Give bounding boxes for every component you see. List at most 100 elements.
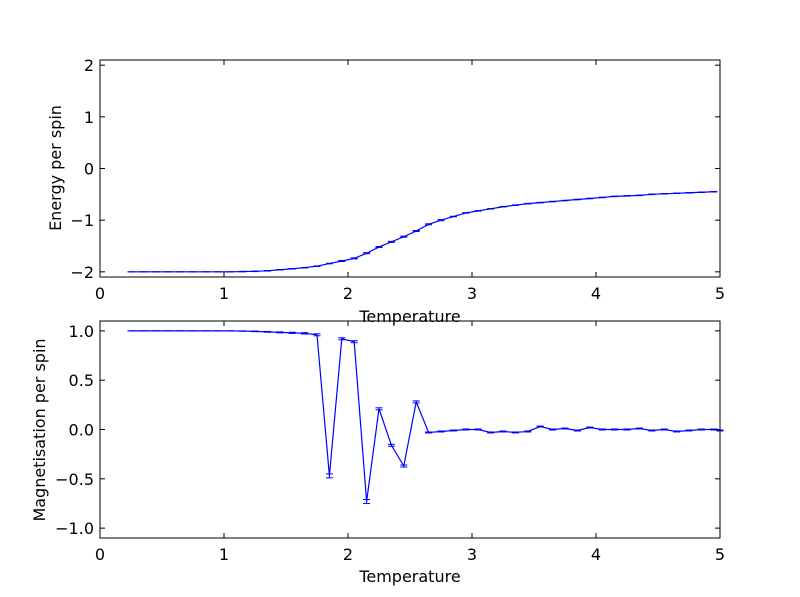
magnetisation-error-bar bbox=[635, 427, 643, 430]
magnetisation-error-bar bbox=[251, 330, 259, 333]
magnetisation-x-tick-label: 1 bbox=[219, 545, 229, 564]
energy-y-tick-label: 1 bbox=[84, 108, 94, 127]
energy-error-bar bbox=[611, 195, 619, 198]
energy-error-bar bbox=[412, 230, 420, 233]
magnetisation-x-tick-label: 2 bbox=[343, 545, 353, 564]
energy-y-axis-label: Energy per spin bbox=[46, 105, 65, 231]
magnetisation-error-bar bbox=[363, 499, 371, 504]
magnetisation-error-bar bbox=[276, 331, 284, 334]
energy-error-bar bbox=[387, 240, 395, 243]
magnetisation-plot: 0 1 2 3 4 5 −1.0 −0.5 0.0 0.5 1.0 Temperature Mag… bbox=[30, 320, 725, 586]
energy-error-bar bbox=[474, 210, 482, 212]
energy-error-bar bbox=[276, 269, 284, 271]
magnetisation-error-bar bbox=[325, 473, 333, 479]
magnetisation-error-bar bbox=[487, 431, 495, 434]
magnetisation-error-bar bbox=[400, 464, 408, 468]
energy-x-tick-label: 4 bbox=[591, 284, 601, 303]
energy-y-tick-label: 0 bbox=[84, 160, 94, 179]
magnetisation-error-bars bbox=[127, 330, 724, 504]
magnetisation-error-bar bbox=[673, 430, 681, 433]
energy-error-bar bbox=[400, 235, 408, 238]
energy-error-bar bbox=[301, 266, 309, 269]
magnetisation-x-ticks: 0 1 2 3 4 5 bbox=[95, 321, 725, 564]
magnetisation-x-tick-label: 0 bbox=[95, 545, 105, 564]
magnetisation-error-bar bbox=[425, 431, 433, 434]
energy-axes-frame bbox=[99, 59, 721, 278]
magnetisation-error-bar bbox=[437, 430, 445, 433]
magnetisation-x-axis-label: Temperature bbox=[358, 567, 460, 586]
magnetisation-error-bar bbox=[561, 427, 569, 430]
energy-x-tick-label: 3 bbox=[467, 284, 477, 303]
energy-error-bar bbox=[375, 246, 383, 249]
energy-x-axis-label: Temperature bbox=[358, 307, 460, 326]
energy-error-bar bbox=[549, 200, 557, 203]
energy-error-bar bbox=[586, 197, 594, 200]
energy-error-bar bbox=[251, 270, 259, 273]
magnetisation-error-bar bbox=[462, 428, 470, 431]
magnetisation-error-bar bbox=[263, 330, 271, 333]
energy-y-tick-label: 2 bbox=[84, 56, 94, 75]
magnetisation-error-bar bbox=[387, 443, 395, 447]
magnetisation-error-bar bbox=[350, 340, 358, 344]
magnetisation-y-tick-label: −0.5 bbox=[55, 470, 94, 489]
energy-error-bar bbox=[425, 223, 433, 226]
magnetisation-y-tick-label: 1.0 bbox=[69, 322, 94, 341]
energy-error-bar bbox=[239, 270, 247, 273]
energy-error-bar bbox=[350, 257, 358, 260]
energy-error-bar bbox=[363, 252, 371, 255]
energy-error-bar bbox=[325, 262, 333, 265]
magnetisation-error-bar bbox=[338, 337, 346, 341]
energy-error-bar bbox=[487, 208, 495, 210]
energy-x-tick-label: 2 bbox=[343, 284, 353, 303]
energy-error-bars bbox=[127, 190, 718, 273]
energy-error-bar bbox=[511, 204, 519, 206]
magnetisation-y-tick-label: 0.5 bbox=[69, 371, 94, 390]
magnetisation-error-bar bbox=[598, 428, 606, 431]
energy-error-bar bbox=[536, 201, 544, 204]
energy-y-tick-label: −1 bbox=[70, 211, 94, 230]
energy-error-bar bbox=[449, 215, 457, 218]
energy-error-bar bbox=[635, 194, 643, 197]
magnetisation-x-tick-label: 5 bbox=[715, 545, 725, 564]
magnetisation-error-bar bbox=[524, 430, 532, 433]
energy-error-bar bbox=[313, 265, 321, 267]
magnetisation-error-bar bbox=[511, 431, 519, 434]
energy-error-bar bbox=[561, 199, 569, 202]
energy-y-tick-label: −2 bbox=[70, 263, 94, 282]
energy-x-tick-label: 1 bbox=[219, 284, 229, 303]
energy-error-bar bbox=[648, 193, 656, 196]
magnetisation-error-bar bbox=[412, 400, 420, 404]
magnetisation-error-bar bbox=[660, 428, 668, 431]
magnetisation-error-bar bbox=[648, 429, 656, 432]
energy-error-bar bbox=[673, 192, 681, 195]
magnetisation-error-bar bbox=[685, 429, 693, 432]
magnetisation-error-bar bbox=[549, 428, 557, 431]
energy-error-bar bbox=[660, 193, 668, 195]
energy-error-bar bbox=[685, 192, 693, 194]
energy-error-bar bbox=[623, 195, 631, 197]
magnetisation-error-bar bbox=[375, 407, 383, 411]
magnetisation-error-bar bbox=[301, 332, 309, 335]
energy-error-bar bbox=[338, 259, 346, 262]
energy-error-bar bbox=[288, 267, 296, 270]
energy-y-ticks: −2 −1 0 1 2 bbox=[70, 56, 720, 282]
energy-plot: 0 1 2 3 4 5 −2 −1 0 1 2 Temperature Energy per sp… bbox=[46, 56, 725, 326]
magnetisation-y-tick-label: 0.0 bbox=[69, 421, 94, 440]
magnetisation-x-tick-label: 3 bbox=[467, 545, 477, 564]
magnetisation-error-bar bbox=[449, 429, 457, 432]
magnetisation-error-bar bbox=[623, 428, 631, 431]
energy-error-bar bbox=[499, 205, 507, 208]
energy-error-bar bbox=[437, 219, 445, 222]
energy-x-tick-label: 5 bbox=[715, 284, 725, 303]
magnetisation-y-ticks: −1.0 −0.5 0.0 0.5 1.0 bbox=[55, 322, 720, 538]
magnetisation-x-tick-label: 4 bbox=[591, 545, 601, 564]
energy-error-bar bbox=[573, 198, 581, 201]
magnetisation-error-bar bbox=[313, 333, 321, 337]
magnetisation-y-axis-label: Magnetisation per spin bbox=[30, 338, 49, 521]
energy-error-bar bbox=[598, 196, 606, 199]
energy-error-bar bbox=[710, 190, 718, 193]
energy-error-bar bbox=[697, 191, 705, 194]
magnetisation-error-bar bbox=[288, 331, 296, 334]
